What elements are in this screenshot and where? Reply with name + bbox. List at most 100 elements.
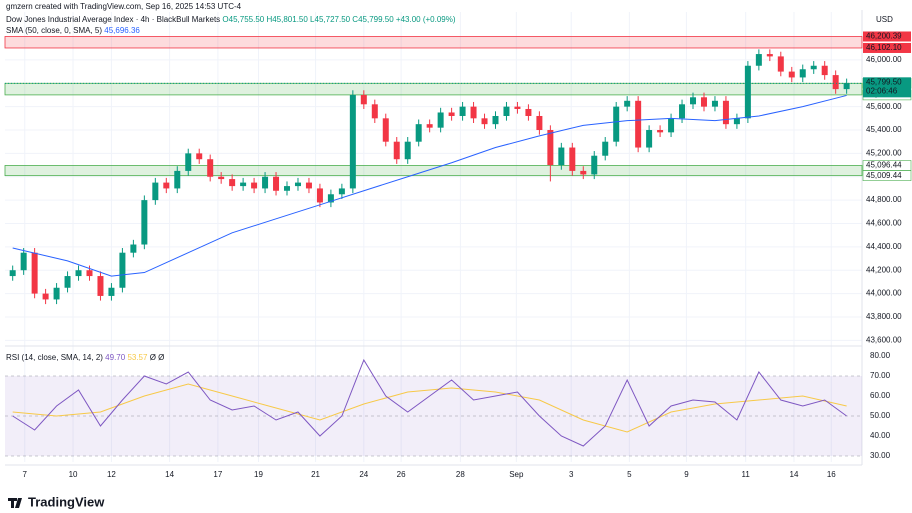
rsi-title: RSI (14, close, SMA, 14, 2): [6, 353, 103, 362]
x-tick-label: 28: [456, 470, 465, 479]
candle-body: [799, 69, 806, 78]
candle-body: [382, 118, 389, 142]
x-tick-label: 16: [827, 470, 836, 479]
x-tick-label: 3: [569, 470, 574, 479]
candle-body: [744, 65, 751, 119]
candle-body: [580, 170, 587, 175]
candle-body: [119, 252, 126, 288]
sma-line: [12, 94, 847, 277]
zone: [4, 82, 863, 96]
x-tick-label: 14: [165, 470, 174, 479]
countdown: 02:06:46: [866, 86, 898, 95]
candle-body: [141, 200, 148, 245]
y-tick-label: 44,800.00: [866, 195, 902, 204]
rsi-tick-label: 80.00: [870, 351, 891, 360]
x-tick-label: 10: [69, 470, 78, 479]
candle-body: [591, 155, 598, 175]
header-line: Dow Jones Industrial Average Index · 4h …: [6, 15, 456, 24]
logo: [8, 498, 22, 508]
y-tick-label: 46,000.00: [866, 55, 902, 64]
rsi-ma-value: 53.57: [127, 353, 148, 362]
candle-body: [251, 182, 258, 189]
candle-body: [371, 104, 378, 119]
level-label: 45,096.44: [866, 161, 902, 170]
rsi-tick-label: 50.00: [870, 411, 891, 420]
candle-body: [163, 182, 170, 189]
candle-body: [536, 115, 543, 131]
candle-body: [284, 186, 291, 191]
level-box: [863, 31, 911, 42]
y-tick-label: 45,200.00: [866, 148, 902, 157]
rsi-tick-label: 60.00: [870, 391, 891, 400]
last-price-box: [863, 77, 911, 98]
candle-body: [481, 118, 488, 125]
candle-body: [9, 270, 16, 277]
candle-body: [690, 97, 697, 105]
candle-body: [229, 179, 236, 187]
candle-body: [207, 159, 214, 177]
candle-body: [525, 108, 532, 116]
candle-body: [130, 244, 137, 253]
y-tick-label: 44,400.00: [866, 242, 902, 251]
candle-body: [624, 100, 631, 107]
candle-body: [657, 130, 664, 133]
candle-body: [97, 276, 104, 296]
candle-body: [547, 130, 554, 166]
candle-body: [558, 147, 565, 166]
sma-label: SMA (50, close, 0, SMA, 5): [6, 26, 103, 35]
x-tick-label: Sep: [509, 470, 524, 479]
level-label: 45,009.44: [866, 171, 902, 180]
candle-body: [613, 106, 620, 142]
candle-body: [635, 100, 642, 148]
zone: [4, 165, 863, 177]
candle-body: [294, 182, 301, 187]
candle-body: [75, 270, 82, 277]
candle-body: [108, 287, 115, 296]
candle-body: [492, 115, 499, 125]
sma-value: 45,696.36: [104, 26, 140, 35]
y-tick-label: 44,600.00: [866, 219, 902, 228]
candle-body: [755, 54, 762, 66]
candle-body: [679, 104, 686, 119]
candle-body: [766, 54, 773, 57]
candle-body: [31, 252, 38, 294]
candle-body: [273, 176, 280, 191]
candle-body: [42, 293, 49, 300]
candle-body: [393, 141, 400, 160]
level-box: [862, 170, 912, 181]
candle-body: [668, 118, 675, 133]
x-tick-label: 19: [254, 470, 263, 479]
candle-body: [733, 118, 740, 125]
level-box: [863, 42, 911, 53]
x-tick-label: 12: [107, 470, 116, 479]
candle-body: [437, 112, 444, 128]
rsi-value: 49.70: [105, 353, 126, 362]
candle-body: [843, 83, 850, 90]
candle-body: [305, 182, 312, 189]
candle-body: [722, 100, 729, 125]
sma-legend: SMA (50, close, 0, SMA, 5) 45,696.36: [6, 26, 140, 35]
candle-body: [316, 188, 323, 203]
candle-body: [349, 94, 356, 189]
candle-body: [503, 106, 510, 116]
rsi-tick-label: 40.00: [870, 431, 891, 440]
credit: gmzern created with TradingView.com, Sep…: [6, 2, 242, 11]
candle-body: [53, 287, 60, 300]
last-price-label: 45,799.50: [866, 77, 902, 86]
rsi-extra: Ø Ø: [149, 353, 165, 362]
y-tick-label: 43,600.00: [866, 335, 902, 344]
x-tick-label: 26: [397, 470, 406, 479]
rsi-ma-line: [12, 383, 847, 433]
candle-body: [338, 188, 345, 195]
x-tick-label: 7: [23, 470, 28, 479]
candle-body: [459, 106, 466, 116]
x-tick-label: 21: [311, 470, 320, 479]
candle-body: [262, 176, 269, 189]
candle-body: [327, 194, 334, 203]
candle-body: [777, 56, 784, 72]
candle-body: [470, 106, 477, 119]
candle-body: [810, 65, 817, 70]
candle-body: [415, 124, 422, 142]
currency: USD: [876, 15, 893, 24]
